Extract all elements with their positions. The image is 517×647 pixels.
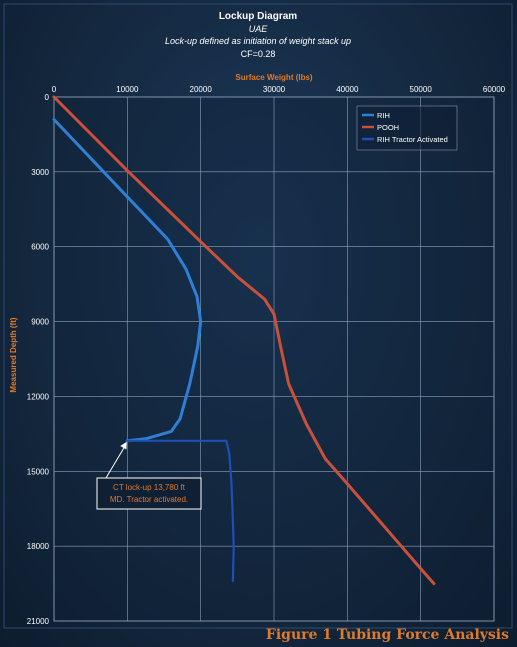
legend-label: POOH	[377, 123, 399, 132]
y-tick-label: 18000	[27, 542, 50, 551]
chart-subtitle-region: UAE	[249, 24, 269, 34]
series-layer	[52, 95, 436, 586]
chart-frame	[3, 3, 513, 629]
legend-items: RIH POOH RIH Tractor Activated	[362, 111, 448, 144]
x-tick-labels: 0 10000 20000 30000 40000 50000 60000	[52, 85, 506, 94]
chart-subtitle-cf: CF=0.28	[241, 49, 276, 59]
y-tick-label: 12000	[27, 392, 50, 401]
callout-line-2: MD. Tractor activated.	[110, 495, 188, 504]
y-tick-label: 3000	[31, 168, 49, 177]
x-tick-label: 50000	[410, 85, 433, 94]
legend-label: RIH Tractor Activated	[377, 135, 448, 144]
x-tick-label: 0	[52, 85, 57, 94]
lockup-annotation: CT lock-up 13,780 ft MD. Tractor activat…	[96, 441, 202, 510]
x-tick-label: 60000	[483, 85, 506, 94]
x-tick-label: 30000	[263, 85, 286, 94]
x-axis-label: Surface Weight (lbs)	[235, 73, 313, 82]
callout-box	[96, 477, 202, 510]
y-tick-label: 21000	[27, 617, 50, 626]
y-tick-labels: 0 3000 6000 9000 12000 15000 18000 21000	[27, 93, 50, 626]
y-tick-label: 6000	[31, 243, 49, 252]
y-tick-label: 0	[45, 93, 50, 102]
y-tick-label: 15000	[27, 467, 50, 476]
chart-subtitle-definition: Lock-up defined as initiation of weight …	[165, 36, 351, 46]
callout-line-1: CT lock-up 13,780 ft	[113, 483, 186, 492]
x-tick-label: 10000	[116, 85, 139, 94]
callout-arrow	[105, 443, 127, 479]
callout-arrowhead	[120, 441, 127, 450]
figure-caption: Figure 1 Tubing Force Analysis	[265, 627, 509, 643]
legend-label: RIH	[377, 111, 390, 120]
x-tick-label: 40000	[336, 85, 359, 94]
legend: RIH POOH RIH Tractor Activated	[356, 105, 458, 151]
x-tick-label: 20000	[190, 85, 213, 94]
chart-title: Lockup Diagram	[219, 11, 297, 22]
y-tick-label: 9000	[31, 318, 49, 327]
series-line-rih	[52, 118, 203, 443]
series-line-rih-tractor-activated	[126, 439, 235, 583]
y-axis-label: Measured Depth (ft)	[9, 317, 18, 392]
grid-lines	[54, 97, 494, 621]
series-line-pooh	[52, 95, 436, 586]
